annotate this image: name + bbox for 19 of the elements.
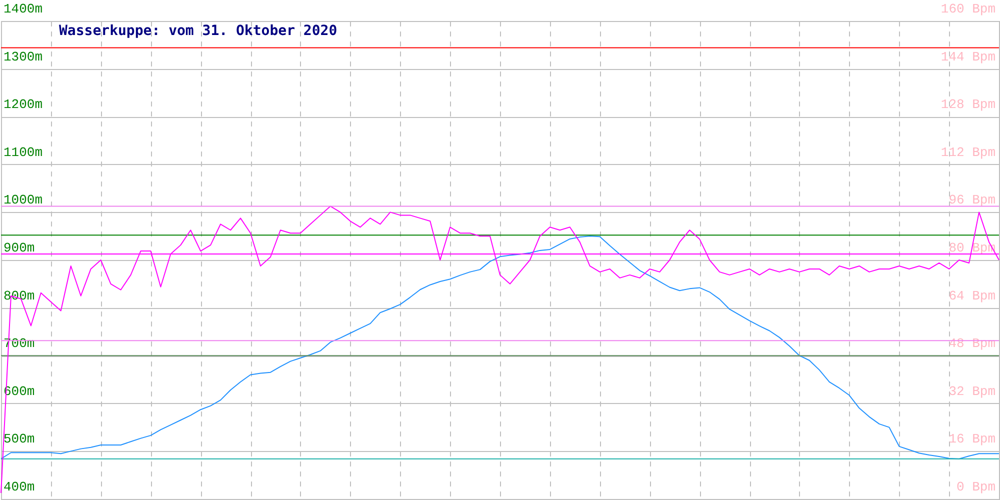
y2-tick-label: 160 Bpm xyxy=(940,2,996,16)
y2-tick-label: 32 Bpm xyxy=(948,384,996,399)
y-tick-label: 1000m xyxy=(4,192,43,208)
y2-tick-label: 0 Bpm xyxy=(956,480,996,494)
y-tick-label: 1400m xyxy=(4,2,43,16)
y2-tick-label: 16 Bpm xyxy=(948,432,996,447)
chart-title: Wasserkuppe: vom 31. Oktober 2020 xyxy=(59,23,338,39)
y2-tick-label: 144 Bpm xyxy=(940,49,996,64)
y2-tick-label: 96 Bpm xyxy=(948,192,996,208)
y-tick-label: 1300m xyxy=(4,49,43,64)
y2-tick-label: 128 Bpm xyxy=(940,97,996,112)
y-tick-label: 1200m xyxy=(4,97,43,112)
y2-tick-label: 64 Bpm xyxy=(948,288,996,304)
y-tick-label: 1100m xyxy=(4,144,43,160)
y-tick-label: 400m xyxy=(4,480,35,494)
y-tick-label: 500m xyxy=(4,432,35,447)
y2-tick-label: 112 Bpm xyxy=(940,144,996,160)
y-tick-label: 800m xyxy=(4,288,35,304)
y-tick-label: 900m xyxy=(4,240,35,256)
